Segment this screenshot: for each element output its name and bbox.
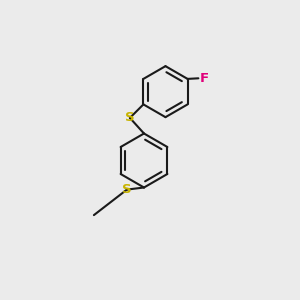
Text: S: S: [122, 183, 132, 196]
Text: S: S: [125, 111, 135, 124]
Text: F: F: [200, 72, 209, 85]
